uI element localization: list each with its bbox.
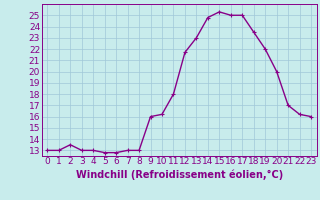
X-axis label: Windchill (Refroidissement éolien,°C): Windchill (Refroidissement éolien,°C) — [76, 169, 283, 180]
